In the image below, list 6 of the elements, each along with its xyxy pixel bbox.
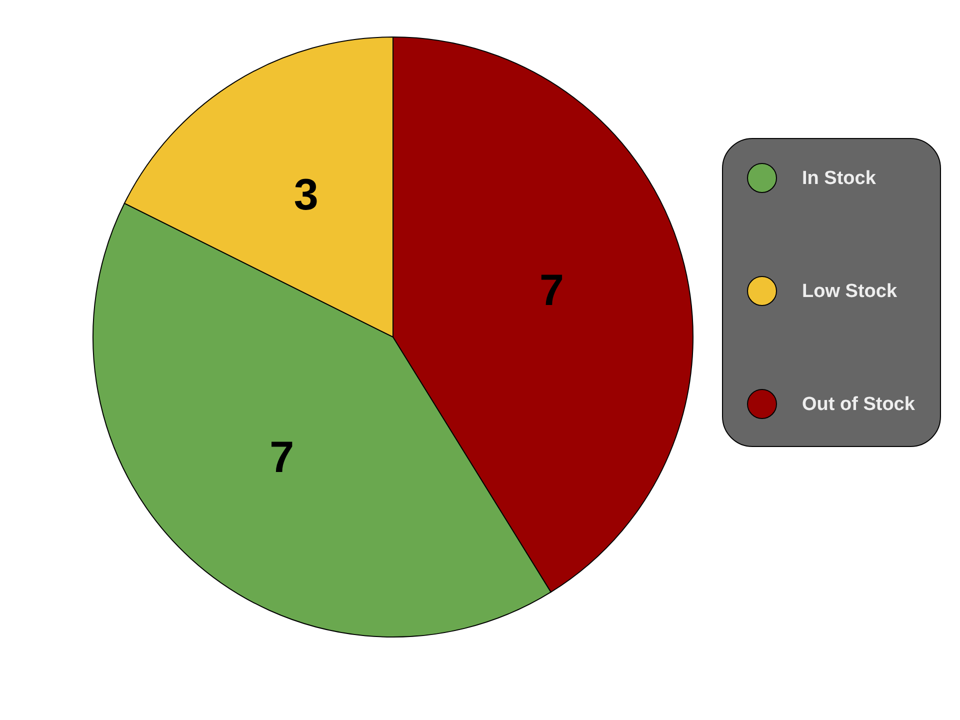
data-label: 3 <box>294 170 318 220</box>
legend-label: Low Stock <box>802 281 898 302</box>
legend-label: Out of Stock <box>802 394 916 415</box>
data-label: 7 <box>270 432 294 482</box>
legend-label: In Stock <box>802 168 876 189</box>
data-label: 7 <box>539 266 564 315</box>
